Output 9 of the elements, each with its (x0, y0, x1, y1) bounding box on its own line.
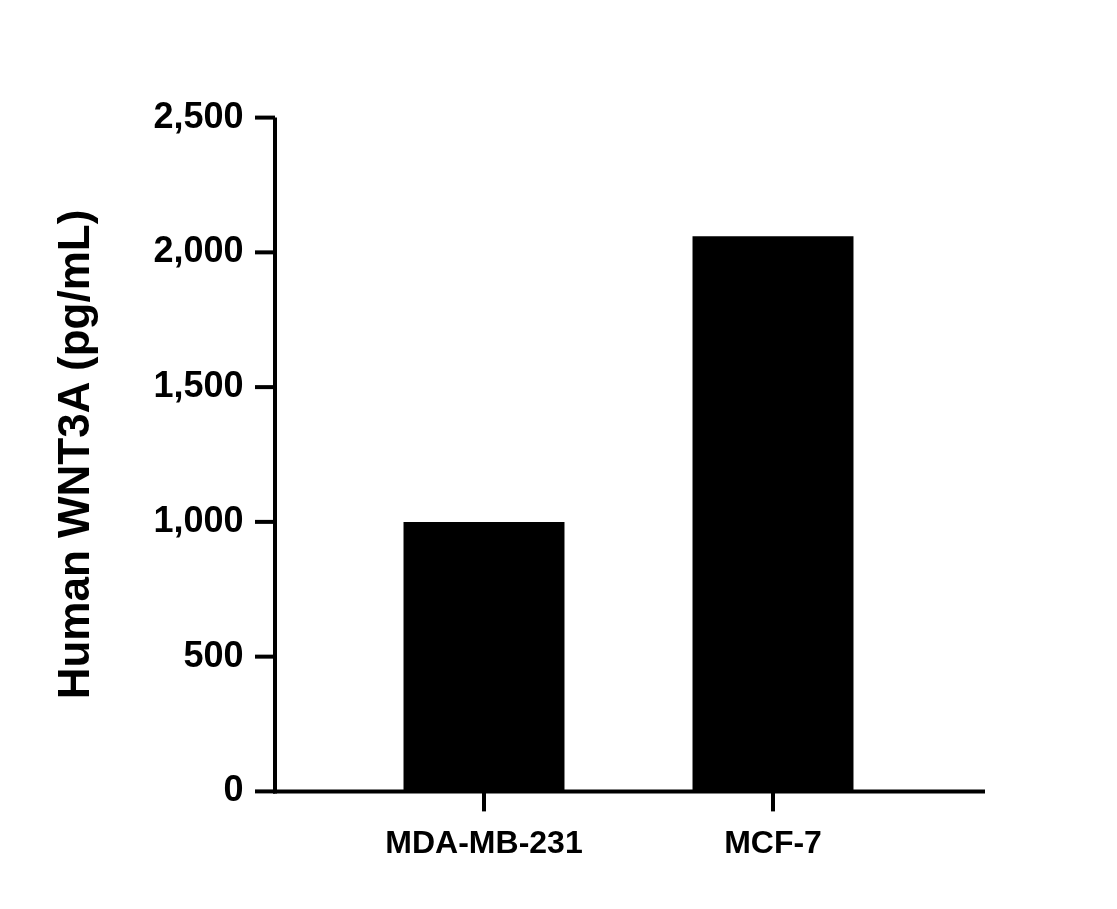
y-tick-label: 1,000 (153, 498, 244, 540)
y-tick-label: 2,000 (153, 229, 244, 271)
y-tick-label: 1,500 (153, 364, 244, 406)
y-axis-title: Human WNT3A (pg/mL) (48, 209, 98, 700)
x-tick-label: MDA-MB-231 (385, 824, 583, 861)
y-tick-label: 500 (183, 633, 244, 675)
y-tick-label: 2,500 (153, 94, 244, 136)
y-tick-label: 0 (223, 768, 244, 810)
x-tick-label: MCF-7 (724, 824, 822, 861)
